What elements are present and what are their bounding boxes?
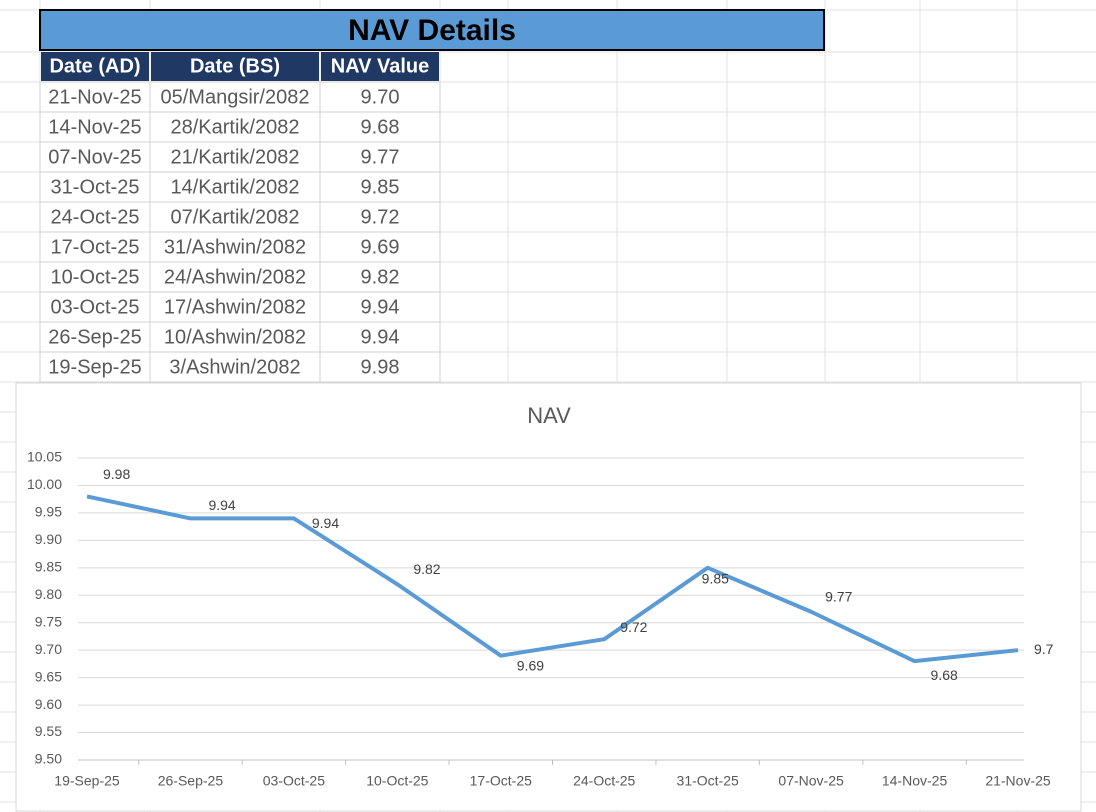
cell-text: 31/Ashwin/2082 bbox=[164, 236, 306, 258]
cell-text: 10-Oct-25 bbox=[51, 266, 140, 288]
x-tick-label: 03-Oct-25 bbox=[263, 773, 325, 789]
cell-text: 9.69 bbox=[361, 236, 400, 258]
data-label: 9.77 bbox=[825, 588, 852, 604]
cell-text: 9.72 bbox=[361, 206, 400, 228]
y-tick-label: 10.05 bbox=[27, 449, 62, 465]
data-label: 9.72 bbox=[620, 619, 647, 635]
cell-border bbox=[319, 351, 441, 383]
y-tick-label: 10.00 bbox=[27, 476, 62, 492]
x-tick-label: 31-Oct-25 bbox=[677, 773, 739, 789]
y-tick-label: 9.75 bbox=[35, 613, 62, 629]
header-text: Date (BS) bbox=[190, 55, 280, 77]
cell-text: 17-Oct-25 bbox=[51, 236, 140, 258]
cell-text: 10/Ashwin/2082 bbox=[164, 326, 306, 348]
y-tick-label: 9.85 bbox=[35, 559, 62, 575]
cell-text: 21/Kartik/2082 bbox=[171, 146, 300, 168]
cell-text: 14-Nov-25 bbox=[48, 116, 141, 138]
cell-text: 19-Sep-25 bbox=[48, 356, 141, 378]
cell-text: 9.70 bbox=[361, 86, 400, 108]
chart-area bbox=[15, 382, 1082, 812]
x-tick-label: 24-Oct-25 bbox=[573, 773, 635, 789]
data-label: 9.82 bbox=[413, 561, 440, 577]
x-tick-label: 10-Oct-25 bbox=[366, 773, 428, 789]
y-tick-label: 9.65 bbox=[35, 668, 62, 684]
data-label: 9.68 bbox=[931, 667, 958, 683]
cell-text: 9.94 bbox=[361, 326, 400, 348]
x-tick-label: 26-Sep-25 bbox=[158, 773, 224, 789]
header-text: Date (AD) bbox=[49, 55, 140, 77]
x-tick-label: 17-Oct-25 bbox=[470, 773, 532, 789]
y-tick-label: 9.55 bbox=[35, 723, 62, 739]
y-tick-label: 9.95 bbox=[35, 504, 62, 520]
cell-text: 9.85 bbox=[361, 176, 400, 198]
cell-text: 28/Kartik/2082 bbox=[171, 116, 300, 138]
y-tick-label: 9.50 bbox=[35, 751, 62, 767]
data-label: 9.85 bbox=[702, 571, 729, 587]
y-tick-label: 9.90 bbox=[35, 531, 62, 547]
cell-text: 17/Ashwin/2082 bbox=[164, 296, 306, 318]
cell-text: 9.94 bbox=[361, 296, 400, 318]
x-tick-label: 14-Nov-25 bbox=[882, 773, 948, 789]
data-label: 9.69 bbox=[517, 657, 544, 673]
cell-text: 03-Oct-25 bbox=[51, 296, 140, 318]
header-cell bbox=[321, 52, 439, 81]
cell-text: 26-Sep-25 bbox=[48, 326, 141, 348]
chart-title: NAV bbox=[527, 403, 571, 428]
y-tick-label: 9.80 bbox=[35, 586, 62, 602]
data-label: 9.7 bbox=[1034, 641, 1054, 657]
y-tick-label: 9.70 bbox=[35, 641, 62, 657]
cell-text: 9.68 bbox=[361, 116, 400, 138]
cell-text: 31-Oct-25 bbox=[51, 176, 140, 198]
table: Date (AD) Date (BS) NAV Value 21-Nov-25 05/M… bbox=[39, 52, 441, 383]
header-text: NAV Value bbox=[331, 55, 430, 77]
cell-text: 24-Oct-25 bbox=[51, 206, 140, 228]
cell-text: 14/Kartik/2082 bbox=[171, 176, 300, 198]
y-tick-label: 9.60 bbox=[35, 696, 62, 712]
cell-text: 3/Ashwin/2082 bbox=[169, 356, 300, 378]
chart: 9.50 9.55 9.60 9.65 9.70 9.75 9.80 9.85 9.90 9.95… bbox=[27, 449, 1054, 789]
data-label: 9.94 bbox=[208, 497, 235, 513]
cell-text: 24/Ashwin/2082 bbox=[164, 266, 306, 288]
cell-text: 9.82 bbox=[361, 266, 400, 288]
cell-text: 07-Nov-25 bbox=[48, 146, 141, 168]
line-series bbox=[86, 494, 1019, 664]
data-label: 9.94 bbox=[312, 515, 339, 531]
cell-text: 07/Kartik/2082 bbox=[171, 206, 300, 228]
cell-text: 9.77 bbox=[361, 146, 400, 168]
cell-text: 9.98 bbox=[361, 356, 400, 378]
cell-text: 05/Mangsir/2082 bbox=[161, 86, 310, 108]
x-tick-label: 07-Nov-25 bbox=[778, 773, 844, 789]
title-cell bbox=[39, 9, 825, 51]
cell-text: 21-Nov-25 bbox=[48, 86, 141, 108]
header-cell bbox=[41, 52, 149, 81]
table-title: NAV Details bbox=[348, 14, 516, 47]
header-cell bbox=[151, 52, 319, 81]
x-tick-label: 21-Nov-25 bbox=[985, 773, 1051, 789]
data-label: 9.98 bbox=[103, 466, 130, 482]
x-tick-label: 19-Sep-25 bbox=[54, 773, 120, 789]
